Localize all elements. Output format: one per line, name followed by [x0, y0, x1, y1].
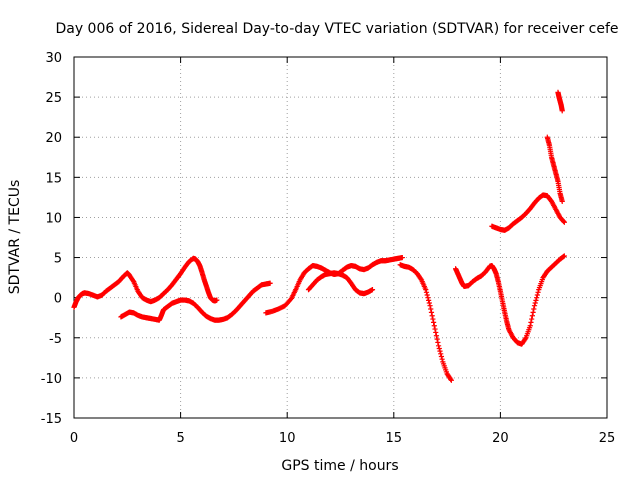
series-b2 [305, 270, 376, 297]
data-point [426, 297, 432, 303]
data-point [435, 339, 441, 346]
data-point [533, 297, 539, 303]
x-tick-label: 25 [599, 431, 616, 446]
x-tick-label: 20 [492, 431, 509, 446]
data-point [448, 376, 454, 382]
data-point [432, 326, 438, 332]
data-point [436, 345, 442, 352]
data-point [561, 218, 567, 225]
series-a2 [118, 280, 273, 323]
data-point [423, 287, 429, 293]
grid [74, 57, 607, 418]
series-d1 [489, 192, 567, 233]
data-point [534, 292, 540, 298]
plot-frame [73, 56, 608, 419]
data-point [528, 319, 534, 326]
data-point [423, 289, 430, 295]
x-tick-label: 10 [279, 431, 296, 446]
data-point [522, 336, 528, 342]
series-d3 [555, 89, 565, 114]
x-tick-label: 0 [70, 431, 78, 446]
data-point [531, 306, 537, 312]
data-point [448, 377, 454, 383]
data-point [369, 287, 376, 293]
data-point [431, 323, 437, 329]
data-point [428, 306, 434, 312]
series-d2 [544, 134, 565, 204]
x-tick-label: 15 [386, 431, 403, 446]
series-c1 [397, 262, 454, 383]
data-point [426, 300, 432, 306]
series-b1 [263, 254, 405, 316]
series-c2 [453, 253, 567, 347]
y-tick-label: 5 [54, 252, 62, 267]
data-point [535, 289, 541, 295]
data-point [534, 295, 540, 301]
data-point [433, 333, 440, 339]
y-tick-label: 15 [45, 171, 62, 186]
data-point [561, 219, 567, 225]
y-tick-label: 10 [45, 211, 62, 226]
x-axis-ticks: 0 5 10 15 20 25 [70, 57, 615, 446]
data-point [438, 353, 445, 360]
data-point [429, 313, 435, 319]
data-points [71, 89, 567, 383]
y-tick-label: 25 [45, 91, 62, 106]
series-a1 [71, 255, 220, 310]
y-axis-label: SDTVAR / TECUs [7, 180, 23, 295]
data-point [427, 303, 433, 309]
data-point [437, 348, 443, 354]
data-point [529, 316, 535, 322]
data-point [425, 295, 431, 301]
data-point [529, 313, 535, 319]
data-point [527, 323, 533, 329]
y-tick-label: -15 [41, 412, 62, 427]
y-tick-label: -10 [41, 372, 62, 387]
x-axis-label: GPS time / hours [281, 458, 398, 474]
y-tick-label: 0 [54, 292, 62, 307]
data-point [438, 351, 444, 357]
y-tick-label: -5 [49, 332, 62, 347]
data-point [430, 319, 437, 326]
data-point [561, 253, 567, 259]
data-point [434, 336, 440, 342]
data-point [267, 280, 273, 286]
data-point [214, 297, 220, 303]
data-point [424, 292, 430, 298]
data-point [435, 343, 442, 349]
y-tick-label: 20 [45, 131, 62, 146]
data-point [559, 108, 565, 114]
data-point [531, 303, 538, 309]
y-axis-ticks: -15 -10 -5 0 5 10 15 20 25 30 [41, 51, 607, 427]
data-point [418, 276, 424, 282]
y-tick-label: 30 [45, 51, 62, 66]
data-point [433, 329, 439, 336]
data-point [532, 300, 538, 306]
x-tick-label: 5 [176, 431, 184, 446]
data-point [430, 316, 436, 322]
data-point [559, 198, 565, 204]
data-point [530, 309, 536, 315]
data-point [399, 254, 405, 261]
chart-title: Day 006 of 2016, Sidereal Day-to-day VTE… [55, 21, 618, 37]
data-point [428, 309, 435, 315]
data-point [439, 356, 445, 362]
data-point [130, 277, 136, 284]
